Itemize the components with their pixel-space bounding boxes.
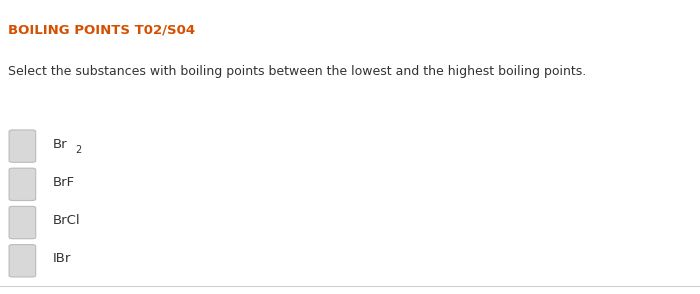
FancyBboxPatch shape: [9, 130, 36, 162]
Text: IBr: IBr: [52, 252, 71, 265]
Text: 2: 2: [75, 145, 81, 155]
FancyBboxPatch shape: [9, 245, 36, 277]
Text: BrCl: BrCl: [52, 214, 80, 227]
Text: Select the substances with boiling points between the lowest and the highest boi: Select the substances with boiling point…: [8, 65, 587, 78]
Text: Br: Br: [52, 138, 67, 151]
Text: BOILING POINTS T02/S04: BOILING POINTS T02/S04: [8, 24, 195, 36]
FancyBboxPatch shape: [9, 168, 36, 201]
Text: BrF: BrF: [52, 176, 75, 189]
FancyBboxPatch shape: [9, 206, 36, 239]
